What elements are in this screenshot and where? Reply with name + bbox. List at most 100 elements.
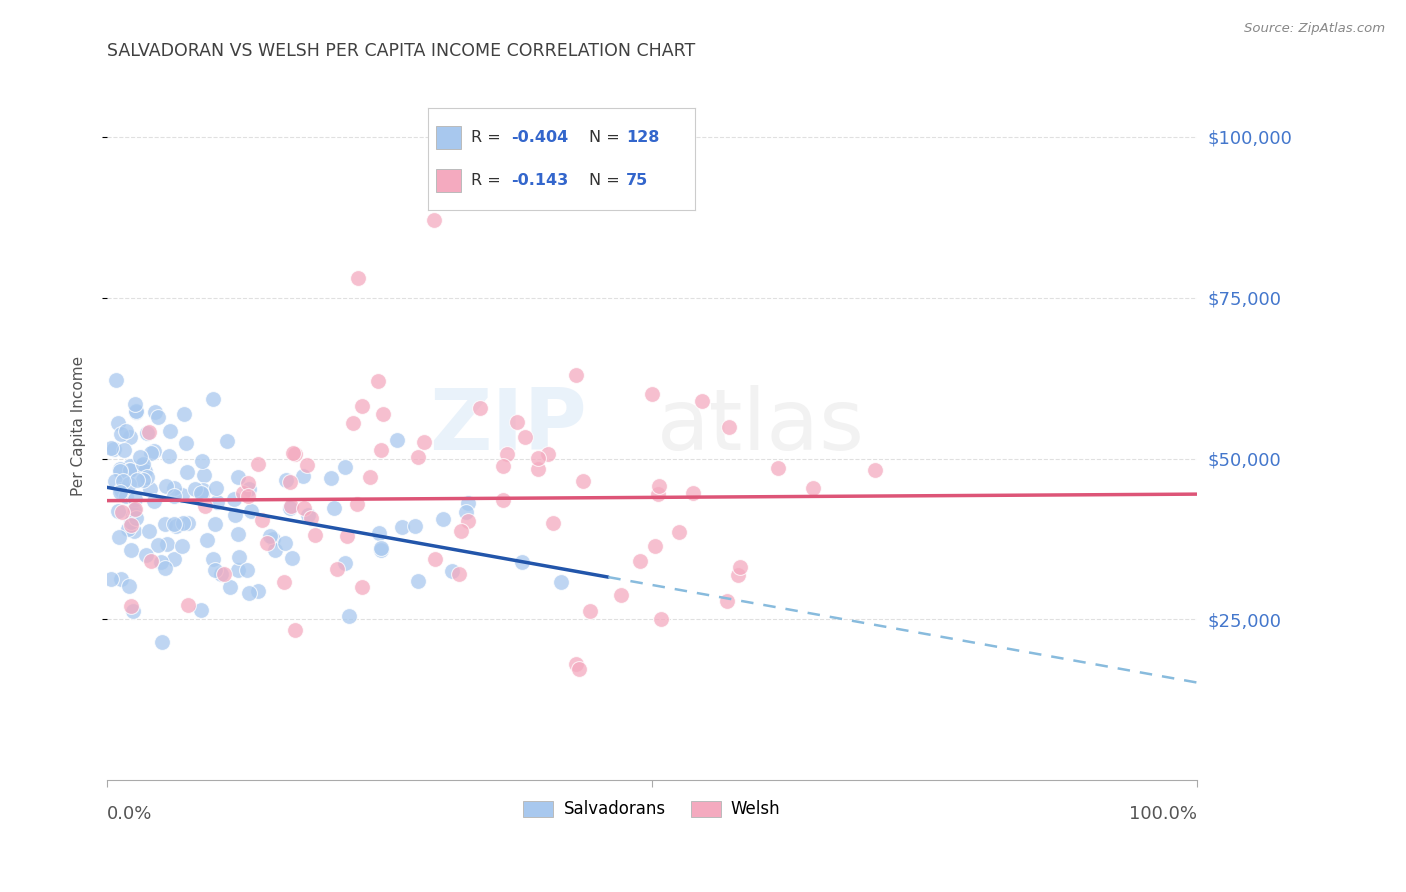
Point xyxy=(135,425,157,440)
Point xyxy=(135,548,157,562)
Point xyxy=(283,446,305,460)
Point xyxy=(495,447,517,461)
Point xyxy=(391,520,413,534)
Point xyxy=(406,450,429,464)
Point xyxy=(193,468,215,483)
Point xyxy=(159,425,181,439)
Point xyxy=(201,392,224,406)
Point xyxy=(110,483,132,498)
Point xyxy=(256,535,278,549)
Point xyxy=(193,483,215,497)
Point xyxy=(450,524,472,538)
Text: Source: ZipAtlas.com: Source: ZipAtlas.com xyxy=(1244,22,1385,36)
Point xyxy=(370,542,392,557)
Point xyxy=(273,574,295,589)
Point xyxy=(568,662,591,676)
Point xyxy=(264,543,287,558)
Point xyxy=(641,387,664,401)
Point xyxy=(280,475,302,489)
Point xyxy=(174,436,197,450)
Point xyxy=(150,634,173,648)
Point xyxy=(118,578,141,592)
Point xyxy=(163,516,186,531)
Point xyxy=(125,405,148,419)
Point xyxy=(120,518,142,533)
Point xyxy=(228,549,250,564)
Point xyxy=(346,271,368,285)
Point xyxy=(135,470,157,484)
Point xyxy=(218,580,240,594)
Point xyxy=(120,459,142,474)
Point xyxy=(205,494,228,508)
Point xyxy=(728,560,751,574)
Point xyxy=(150,555,173,569)
Point xyxy=(292,469,315,483)
Point xyxy=(690,394,713,409)
Point xyxy=(295,458,318,473)
Point xyxy=(204,563,226,577)
Point xyxy=(118,463,141,477)
Point xyxy=(385,433,408,447)
Point xyxy=(205,481,228,495)
Point xyxy=(108,464,131,478)
Point xyxy=(543,516,565,530)
Point xyxy=(209,566,232,581)
Point xyxy=(202,551,225,566)
Point xyxy=(131,458,153,472)
Point xyxy=(191,486,214,500)
Point xyxy=(284,447,307,461)
Point xyxy=(141,446,163,460)
Point xyxy=(247,457,270,471)
Text: atlas: atlas xyxy=(657,384,865,468)
Point xyxy=(120,542,142,557)
Point xyxy=(510,555,533,569)
Point xyxy=(110,426,132,441)
Point xyxy=(134,464,156,478)
Point xyxy=(108,485,131,500)
Point xyxy=(141,554,163,568)
Point xyxy=(176,466,198,480)
Point xyxy=(644,539,666,553)
Point xyxy=(280,499,302,513)
Point xyxy=(111,475,134,489)
Point xyxy=(129,450,152,464)
Point xyxy=(172,539,194,553)
Point xyxy=(727,568,749,582)
Point xyxy=(107,530,129,544)
Point xyxy=(326,562,349,576)
Point xyxy=(138,524,160,538)
Point xyxy=(142,493,165,508)
Text: ZIP: ZIP xyxy=(429,384,586,468)
Point xyxy=(120,599,142,614)
Point xyxy=(505,415,527,429)
Point xyxy=(122,604,145,618)
Point xyxy=(155,478,177,492)
Point xyxy=(118,463,141,477)
Point xyxy=(226,564,249,578)
Point xyxy=(143,444,166,458)
Point xyxy=(628,554,651,568)
Point xyxy=(127,473,149,487)
Point xyxy=(124,396,146,410)
Point xyxy=(297,508,319,522)
Point xyxy=(226,527,249,541)
Point xyxy=(155,560,177,574)
Point xyxy=(104,475,127,489)
Point xyxy=(107,416,129,430)
Point xyxy=(292,500,315,515)
Point xyxy=(470,401,492,415)
Point xyxy=(125,403,148,417)
Point xyxy=(454,505,477,519)
Point xyxy=(647,487,669,501)
Point xyxy=(236,476,259,491)
Legend: Salvadorans, Welsh: Salvadorans, Welsh xyxy=(517,794,787,825)
Point xyxy=(250,513,273,527)
Point xyxy=(571,474,593,488)
Point xyxy=(304,527,326,541)
Point xyxy=(432,512,454,526)
Point xyxy=(648,479,671,493)
Point xyxy=(190,485,212,500)
Point xyxy=(115,489,138,503)
Point xyxy=(190,603,212,617)
Point xyxy=(148,410,170,425)
